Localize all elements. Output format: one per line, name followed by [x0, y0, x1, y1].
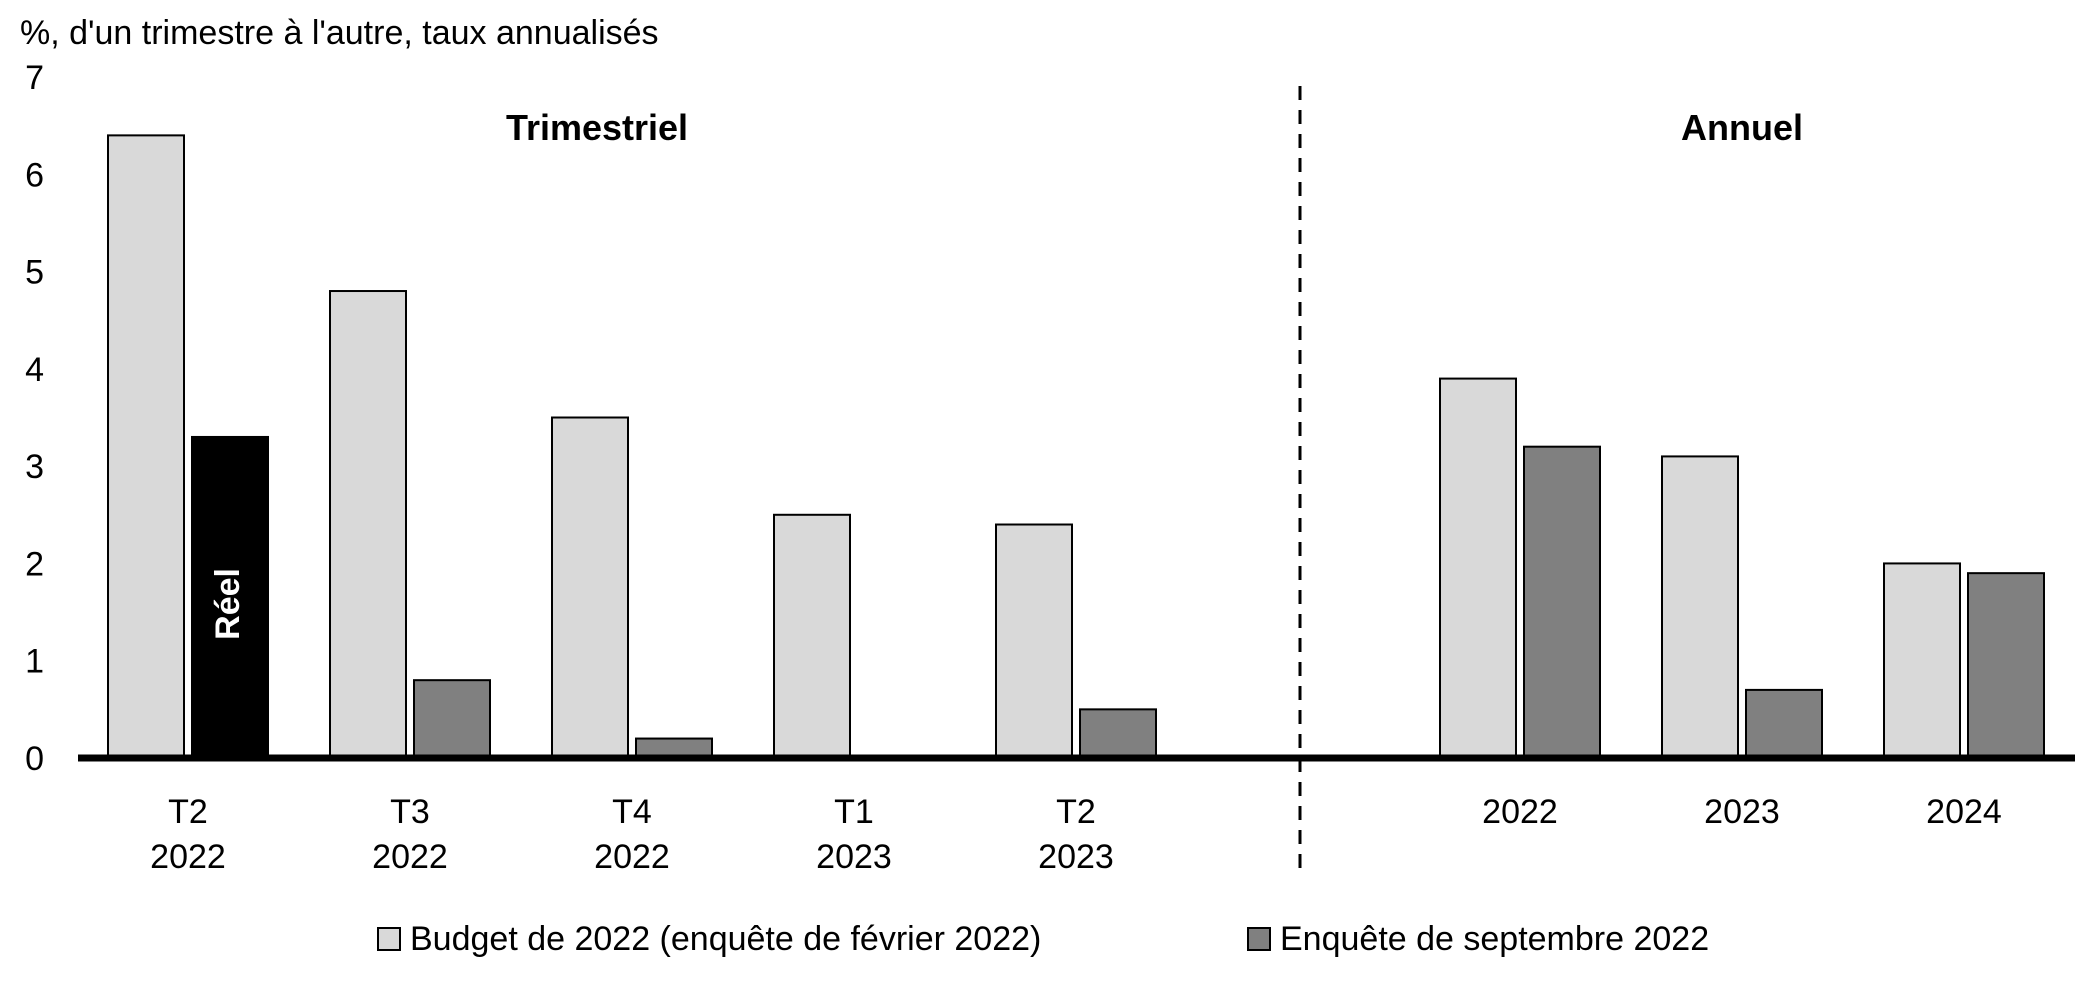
legend-label: Enquête de septembre 2022 — [1280, 920, 1709, 958]
x-tick-label-year: 2023 — [1038, 838, 1114, 876]
y-tick-label: 0 — [25, 740, 44, 778]
y-axis-unit-label: %, d'un trimestre à l'autre, taux annual… — [20, 14, 659, 52]
x-axis-labels: T2 2022 T3 2022 T4 2022 T1 2023 T2 2023 2022 2023 20… — [150, 793, 2002, 876]
y-tick-label: 2 — [25, 545, 44, 583]
x-tick-label: 2024 — [1926, 793, 2002, 831]
bar-series-1 — [551, 416, 629, 759]
x-tick-label: 2022 — [1482, 793, 1558, 831]
bar-series-2 — [1079, 708, 1157, 759]
legend-swatch — [377, 927, 401, 951]
bar-series-1 — [1883, 562, 1961, 760]
bars: Réel — [107, 134, 2045, 760]
x-tick-label: T4 — [612, 793, 652, 831]
x-tick-label: T1 — [834, 793, 874, 831]
legend-label: Budget de 2022 (enquête de février 2022) — [410, 920, 1041, 958]
x-tick-label-year: 2023 — [816, 838, 892, 876]
y-tick-label: 1 — [25, 643, 44, 681]
bar-series-2 — [413, 679, 491, 760]
y-tick-label: 7 — [25, 59, 44, 97]
x-tick-label: T2 — [1056, 793, 1096, 831]
panel-label: Annuel — [1681, 107, 1803, 148]
bar-series-2 — [1523, 445, 1601, 759]
y-tick-label: 6 — [25, 156, 44, 194]
x-tick-label-year: 2022 — [594, 838, 670, 876]
bar-highlight — [191, 435, 269, 759]
bar-series-2 — [1745, 688, 1823, 760]
panel-label: Trimestriel — [506, 107, 688, 148]
bar-series-1 — [1439, 377, 1517, 759]
x-tick-label: T3 — [390, 793, 430, 831]
bar-series-1 — [773, 513, 851, 759]
y-tick-label: 5 — [25, 254, 44, 292]
x-tick-label: 2023 — [1704, 793, 1780, 831]
x-tick-label-year: 2022 — [150, 838, 226, 876]
legend-swatch — [1247, 927, 1271, 951]
bar-series-2 — [1967, 572, 2045, 760]
y-tick-label: 3 — [25, 448, 44, 486]
highlight-bar-label: Réel — [209, 568, 247, 640]
bar-series-1 — [107, 134, 185, 760]
x-tick-label: T2 — [168, 793, 208, 831]
bar-series-1 — [995, 523, 1073, 759]
legend: Budget de 2022 (enquête de février 2022)… — [377, 920, 1709, 958]
panel-labels: Trimestriel Annuel — [506, 107, 1803, 148]
x-tick-label-year: 2022 — [372, 838, 448, 876]
y-tick-label: 4 — [25, 351, 44, 389]
bar-series-1 — [329, 290, 407, 759]
bar-series-1 — [1661, 455, 1739, 759]
y-axis-ticks: 0 1 2 3 4 5 6 7 — [25, 59, 44, 778]
